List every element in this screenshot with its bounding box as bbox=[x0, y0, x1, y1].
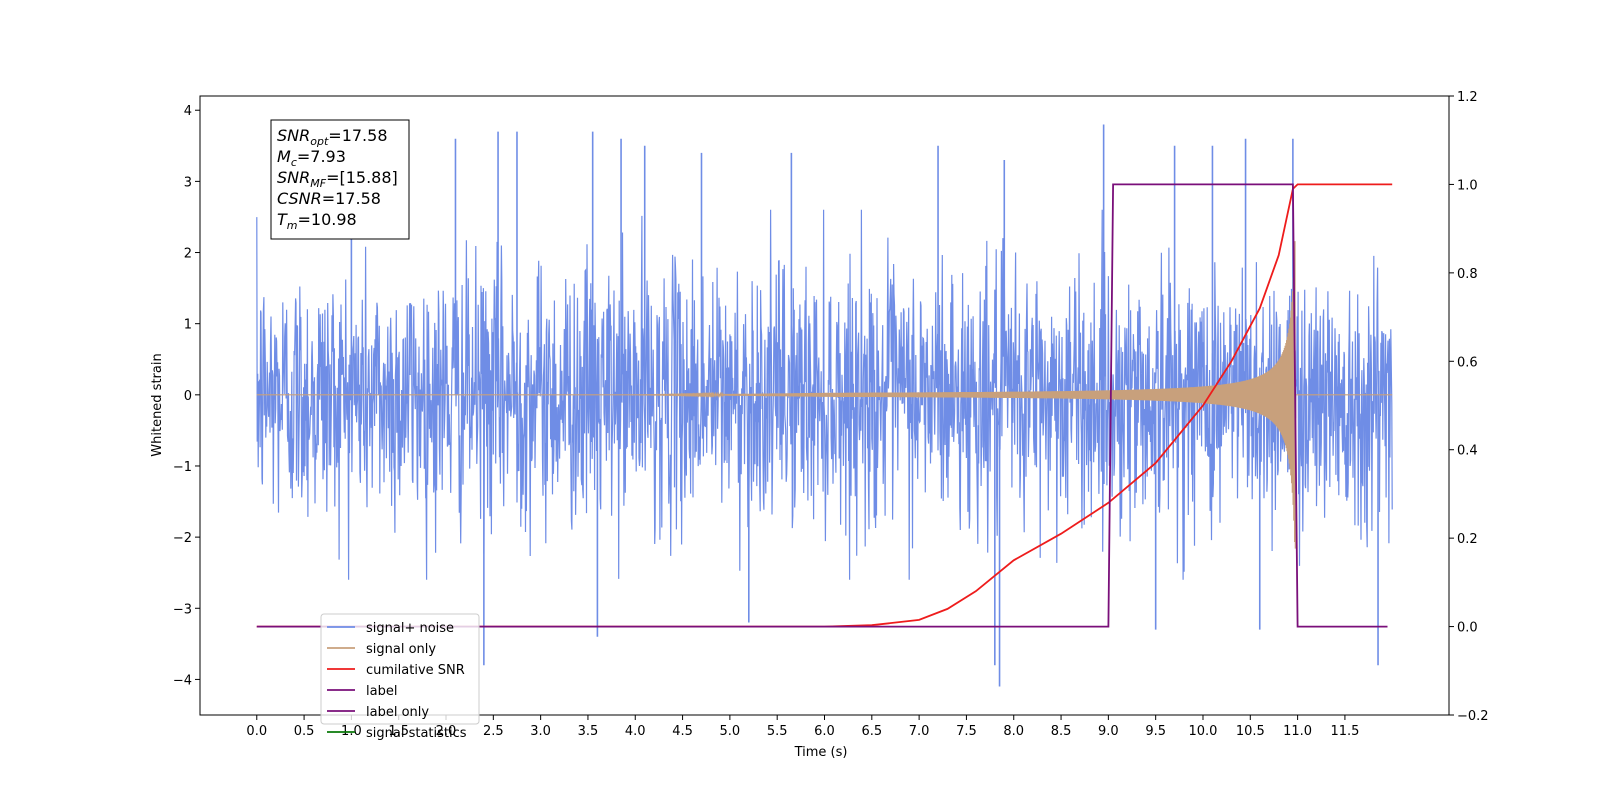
y2-tick-label: 1.2 bbox=[1457, 90, 1478, 105]
y2-tick-label: 0.0 bbox=[1457, 621, 1478, 636]
annotation-box: SNRopt=17.58Mc=7.93SNRMF=[15.88]CSNR=17.… bbox=[270, 119, 410, 240]
legend-label: label only bbox=[366, 705, 429, 720]
annotation-line: Tm=10.98 bbox=[277, 210, 357, 232]
legend-frame bbox=[320, 613, 480, 725]
x-tick-label: 2.0 bbox=[436, 724, 457, 739]
x-axis-label: Time (s) bbox=[794, 745, 848, 760]
y2-tick-label: 0.4 bbox=[1457, 444, 1478, 459]
x-tick-label: 10.5 bbox=[1236, 724, 1265, 739]
x-tick-label: 8.0 bbox=[1003, 724, 1024, 739]
x-tick-label: 5.5 bbox=[767, 724, 788, 739]
x-tick-label: 8.5 bbox=[1051, 724, 1072, 739]
x-tick-label: 7.5 bbox=[956, 724, 977, 739]
x-tick-label: 9.0 bbox=[1098, 724, 1119, 739]
y-tick-label: 4 bbox=[184, 104, 192, 119]
y-tick-label: −1 bbox=[173, 460, 192, 475]
x-tick-label: 4.5 bbox=[672, 724, 693, 739]
cumulative-snr-line bbox=[256, 183, 1393, 628]
x-tick-label: 11.0 bbox=[1283, 724, 1312, 739]
y-tick-label: 2 bbox=[184, 247, 192, 262]
x-tick-label: 11.5 bbox=[1330, 724, 1359, 739]
x-tick-label: 6.0 bbox=[814, 724, 835, 739]
x-tick-label: 4.0 bbox=[625, 724, 646, 739]
y2-tick-label: −0.2 bbox=[1457, 709, 1489, 724]
y-tick-label: −2 bbox=[173, 531, 192, 546]
plot-area bbox=[256, 124, 1393, 687]
cumulative-snr-series bbox=[256, 183, 1393, 628]
legend-label: cumilative SNR bbox=[366, 663, 465, 678]
y2-tick-label: 0.6 bbox=[1457, 355, 1478, 370]
signal-only-line bbox=[256, 241, 1393, 549]
y-tick-label: 0 bbox=[184, 389, 192, 404]
signal-noise-line bbox=[256, 209, 1393, 580]
x-tick-label: 2.5 bbox=[483, 724, 504, 739]
y-axis-left: −4 −3 −2 −1 0 1 2 3 4 bbox=[173, 104, 200, 688]
y2-tick-label: 1.0 bbox=[1457, 178, 1478, 193]
x-tick-label: 7.0 bbox=[909, 724, 930, 739]
legend-label: label bbox=[366, 684, 397, 699]
y-axis-label: Whitened strain bbox=[150, 353, 165, 456]
x-tick-label: 5.0 bbox=[720, 724, 741, 739]
x-tick-label: 0.5 bbox=[294, 724, 315, 739]
annotation-line: CSNR=17.58 bbox=[277, 189, 381, 208]
annotation-line: SNRopt=17.58 bbox=[277, 126, 388, 148]
label-series bbox=[256, 183, 1388, 628]
signal-noise-series bbox=[256, 124, 1393, 687]
annotation-line: SNRMF=[15.88] bbox=[277, 168, 398, 190]
x-tick-label: 3.5 bbox=[578, 724, 599, 739]
y-tick-label: −4 bbox=[173, 673, 192, 688]
x-tick-label: 0.0 bbox=[246, 724, 267, 739]
x-tick-label: 10.0 bbox=[1189, 724, 1218, 739]
y2-tick-label: 0.2 bbox=[1457, 532, 1478, 547]
x-tick-label: 1.5 bbox=[388, 724, 409, 739]
y2-tick-label: 0.8 bbox=[1457, 267, 1478, 282]
annotation-frame bbox=[270, 119, 410, 240]
x-tick-label: 6.5 bbox=[861, 724, 882, 739]
legend-label: signal+ noise bbox=[366, 621, 454, 636]
y-tick-label: −3 bbox=[173, 602, 192, 617]
legend-label: signal only bbox=[366, 642, 436, 657]
signal-only-series bbox=[256, 241, 1393, 549]
x-tick-label: 3.0 bbox=[530, 724, 551, 739]
x-tick-label: 9.5 bbox=[1145, 724, 1166, 739]
legend: signal+ noise signal only cumilative SNR la… bbox=[320, 613, 480, 741]
y-tick-label: 1 bbox=[184, 318, 192, 333]
legend-label: signal statistics bbox=[366, 726, 467, 741]
y-axis-right: −0.2 0.0 0.2 0.4 0.6 0.8 1.0 1.2 bbox=[1449, 90, 1489, 724]
annotation-line: Mc=7.93 bbox=[277, 147, 346, 169]
label-line bbox=[256, 183, 1388, 628]
y-tick-label: 3 bbox=[184, 175, 192, 190]
